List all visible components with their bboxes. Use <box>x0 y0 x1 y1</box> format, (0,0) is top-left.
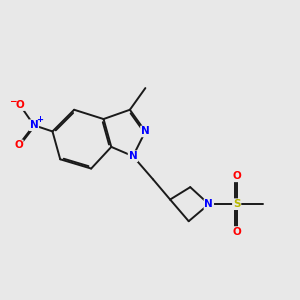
Text: N: N <box>129 151 137 161</box>
Text: N: N <box>205 199 213 209</box>
Text: −: − <box>9 97 17 106</box>
Text: O: O <box>232 227 241 237</box>
Text: N: N <box>141 126 150 136</box>
Text: N: N <box>29 120 38 130</box>
Text: +: + <box>36 115 43 124</box>
Text: O: O <box>232 171 241 181</box>
Text: S: S <box>233 199 240 209</box>
Text: O: O <box>16 100 24 110</box>
Text: O: O <box>14 140 23 150</box>
